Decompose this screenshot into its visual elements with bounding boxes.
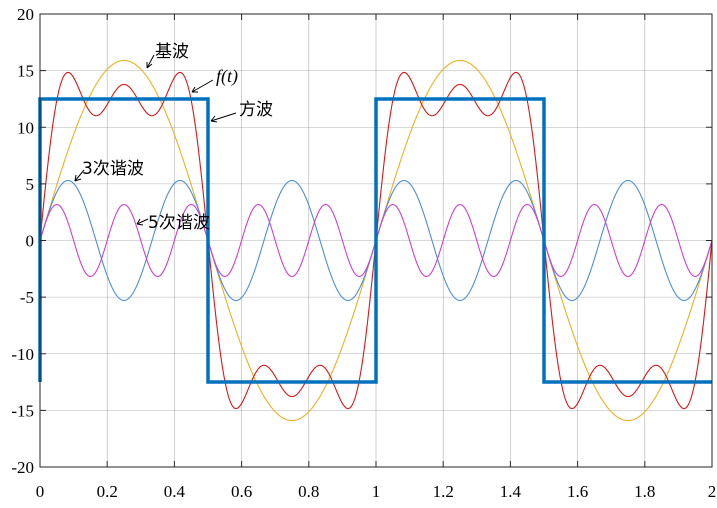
x-tick-label: 0 bbox=[36, 482, 45, 501]
y-tick-label: 0 bbox=[26, 232, 35, 251]
x-tick-label: 0.4 bbox=[164, 482, 186, 501]
x-tick-label: 1.8 bbox=[634, 482, 655, 501]
annotation-label-5th: 5次谐波 bbox=[148, 213, 210, 233]
annotation-label-square: 方波 bbox=[239, 100, 273, 120]
x-tick-label: 1.4 bbox=[500, 482, 522, 501]
y-tick-label: 5 bbox=[26, 175, 35, 194]
y-tick-label: 10 bbox=[17, 118, 34, 137]
annotation-arrow-5th bbox=[136, 218, 149, 225]
annotation-ft: f(t) bbox=[191, 66, 238, 93]
y-tick-label: -5 bbox=[20, 288, 34, 307]
annotation-arrow-square bbox=[210, 112, 237, 122]
y-tick-label: -15 bbox=[11, 401, 34, 420]
y-tick-label: 15 bbox=[17, 62, 34, 81]
annotation-label-fundamental: 基波 bbox=[155, 42, 189, 62]
annotation-label-3rd: 3次谐波 bbox=[82, 159, 144, 179]
x-tick-label: 0.8 bbox=[298, 482, 319, 501]
x-tick-label: 0.2 bbox=[97, 482, 118, 501]
annotation-arrow-fundamental bbox=[146, 54, 155, 69]
annotation-arrow-ft bbox=[191, 79, 214, 93]
ticks bbox=[39, 13, 713, 468]
annotation-fundamental: 基波 bbox=[146, 42, 189, 69]
y-tick-label: 20 bbox=[17, 5, 34, 24]
annotation-label-ft: f(t) bbox=[216, 66, 238, 87]
x-tick-label: 1.2 bbox=[433, 482, 454, 501]
y-tick-label: -20 bbox=[11, 458, 34, 477]
annotation-arrow-3rd bbox=[74, 169, 85, 182]
x-tick-label: 2 bbox=[708, 482, 717, 501]
y-tick-label: -10 bbox=[11, 345, 34, 364]
series-square-wave bbox=[38, 97, 712, 384]
annotation-square: 方波 bbox=[210, 100, 273, 123]
series-group bbox=[38, 59, 713, 422]
tick-labels: 0 0.2 0.4 0.6 0.8 1 1.2 1.4 1.6 1.8 2 20 15 10 5 0 -5 -10… bbox=[11, 5, 716, 501]
x-tick-label: 0.6 bbox=[231, 482, 252, 501]
annotation-5th: 5次谐波 bbox=[136, 213, 210, 233]
annotation-3rd: 3次谐波 bbox=[74, 159, 144, 182]
x-tick-label: 1 bbox=[372, 482, 381, 501]
x-tick-label: 1.6 bbox=[567, 482, 588, 501]
